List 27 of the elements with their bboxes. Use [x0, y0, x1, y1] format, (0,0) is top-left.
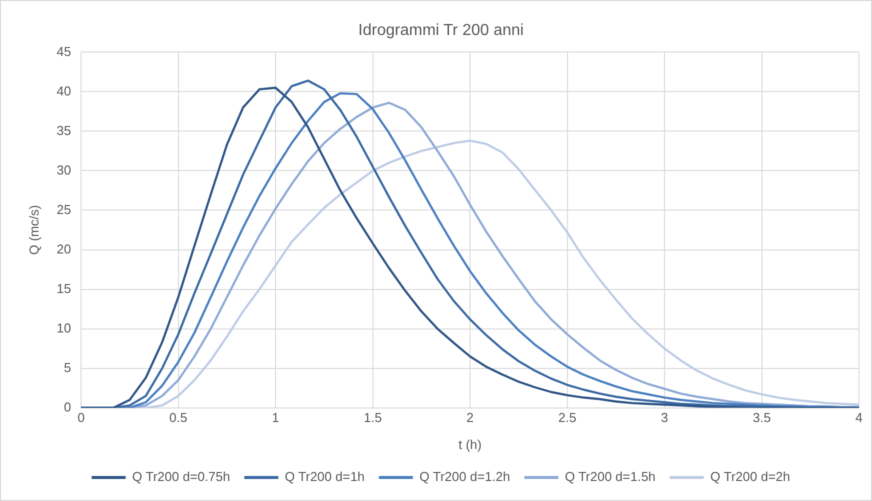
legend-label: Q Tr200 d=1h — [284, 469, 365, 484]
y-tick-label: 15 — [56, 280, 72, 296]
x-tick-label: 4 — [855, 410, 863, 426]
y-axis-title: Q (mc/s) — [26, 205, 42, 255]
x-axis-title: t (h) — [458, 436, 482, 452]
x-tick-label: 3 — [660, 410, 668, 426]
x-tick-label: 3.5 — [752, 410, 771, 426]
chart-title: Idrogrammi Tr 200 anni — [358, 22, 524, 40]
y-tick-label: 35 — [56, 122, 72, 138]
legend-label: Q Tr200 d=1.2h — [419, 469, 510, 484]
y-tick-label: 40 — [56, 83, 72, 98]
x-tick-label: 0 — [77, 410, 85, 426]
x-tick-label: 2.5 — [558, 410, 576, 426]
x-tick-label: 2 — [466, 410, 474, 426]
y-tick-label: 10 — [56, 320, 72, 336]
x-tick-label: 1 — [272, 410, 280, 426]
y-tick-label: 5 — [64, 360, 72, 375]
legend-label: Q Tr200 d=0.75h — [132, 469, 230, 484]
y-tick-label: 45 — [56, 44, 72, 59]
y-tick-label: 25 — [56, 202, 72, 217]
y-tick-label: 30 — [56, 162, 72, 178]
y-tick-label: 20 — [56, 241, 72, 256]
x-tick-label: 0.5 — [169, 410, 188, 426]
y-tick-label: 0 — [64, 399, 72, 414]
legend-label: Q Tr200 d=2h — [710, 469, 790, 484]
x-tick-label: 1.5 — [364, 410, 382, 426]
legend-label: Q Tr200 d=1.5h — [564, 469, 656, 484]
